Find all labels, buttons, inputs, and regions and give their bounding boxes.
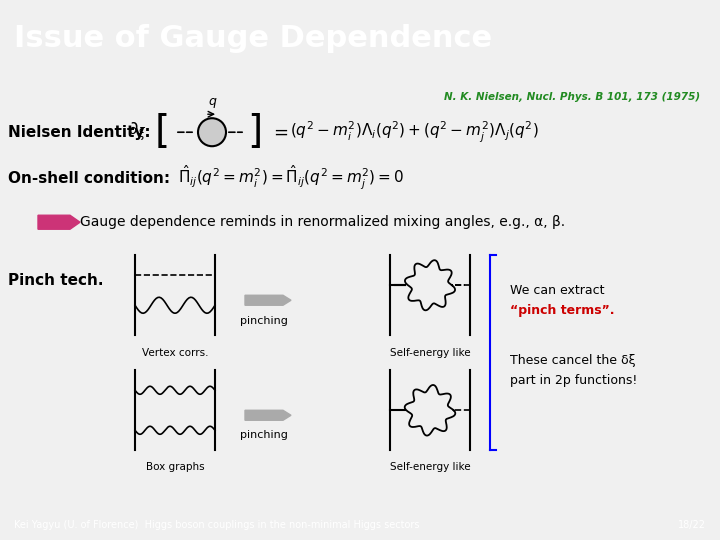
Text: N. K. Nielsen, Nucl. Phys. B 101, 173 (1975): N. K. Nielsen, Nucl. Phys. B 101, 173 (1… — [444, 92, 700, 102]
Text: Self-energy like: Self-energy like — [390, 348, 470, 358]
FancyArrow shape — [245, 410, 291, 420]
Text: $q$: $q$ — [208, 96, 217, 110]
Text: Nielsen Identity:: Nielsen Identity: — [8, 125, 150, 140]
Text: Box graphs: Box graphs — [145, 462, 204, 472]
Text: [: [ — [155, 113, 170, 151]
Text: 18/22: 18/22 — [678, 520, 706, 530]
FancyArrow shape — [38, 215, 80, 230]
Text: ]: ] — [247, 113, 262, 151]
Text: pinching: pinching — [240, 316, 288, 326]
Text: Vertex corrs.: Vertex corrs. — [142, 348, 208, 358]
Circle shape — [198, 118, 226, 146]
Text: $\partial_\xi$: $\partial_\xi$ — [128, 121, 147, 143]
Text: Gauge dependence reminds in renormalized mixing angles, e.g., α, β.: Gauge dependence reminds in renormalized… — [80, 215, 565, 230]
Text: Self-energy like: Self-energy like — [390, 462, 470, 472]
Text: Issue of Gauge Dependence: Issue of Gauge Dependence — [14, 24, 492, 53]
Text: part in 2p functions!: part in 2p functions! — [510, 374, 637, 387]
Text: pinching: pinching — [240, 430, 288, 440]
FancyArrow shape — [245, 295, 291, 305]
Text: $(q^2 - m_i^2)\Lambda_i(q^2) + (q^2 - m_j^2)\Lambda_j(q^2)$: $(q^2 - m_i^2)\Lambda_i(q^2) + (q^2 - m_… — [290, 120, 539, 145]
Text: $\hat{\Pi}_{ij}(q^2 = m_i^2) = \hat{\Pi}_{ij}(q^2 = m_j^2) = 0$: $\hat{\Pi}_{ij}(q^2 = m_i^2) = \hat{\Pi}… — [178, 164, 405, 192]
Text: These cancel the δξ: These cancel the δξ — [510, 354, 636, 367]
Text: $=$: $=$ — [270, 123, 289, 141]
Text: We can extract: We can extract — [510, 284, 605, 297]
Text: Pinch tech.: Pinch tech. — [8, 273, 104, 288]
Text: On-shell condition:: On-shell condition: — [8, 171, 170, 186]
Text: Kei Yagyu (U. of Florence)  Higgs boson couplings in the non-minimal Higgs secto: Kei Yagyu (U. of Florence) Higgs boson c… — [14, 520, 420, 530]
Text: “pinch terms”.: “pinch terms”. — [510, 304, 614, 317]
